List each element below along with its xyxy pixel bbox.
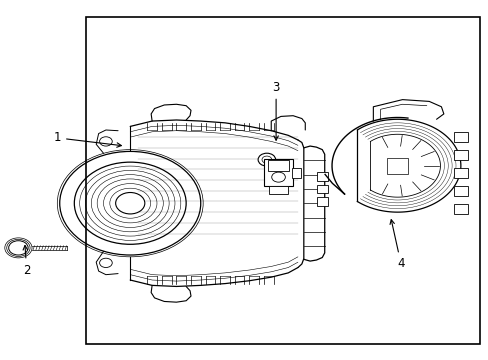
Circle shape xyxy=(116,193,144,214)
Bar xyxy=(453,168,467,178)
Bar xyxy=(268,186,287,194)
Text: 4: 4 xyxy=(389,220,404,270)
Circle shape xyxy=(9,241,28,255)
Bar xyxy=(267,160,288,171)
Bar xyxy=(291,168,300,178)
Bar xyxy=(453,204,467,214)
Bar xyxy=(86,18,479,344)
Circle shape xyxy=(258,153,275,166)
Bar xyxy=(453,150,467,160)
Bar xyxy=(453,186,467,196)
Bar xyxy=(317,197,327,206)
Text: 1: 1 xyxy=(54,131,121,147)
Bar xyxy=(453,132,467,143)
Bar xyxy=(317,172,327,181)
Bar xyxy=(264,159,292,186)
Bar xyxy=(317,185,327,193)
Text: 3: 3 xyxy=(272,81,279,140)
Circle shape xyxy=(271,172,285,182)
Bar xyxy=(386,158,407,174)
Text: 2: 2 xyxy=(23,246,30,276)
